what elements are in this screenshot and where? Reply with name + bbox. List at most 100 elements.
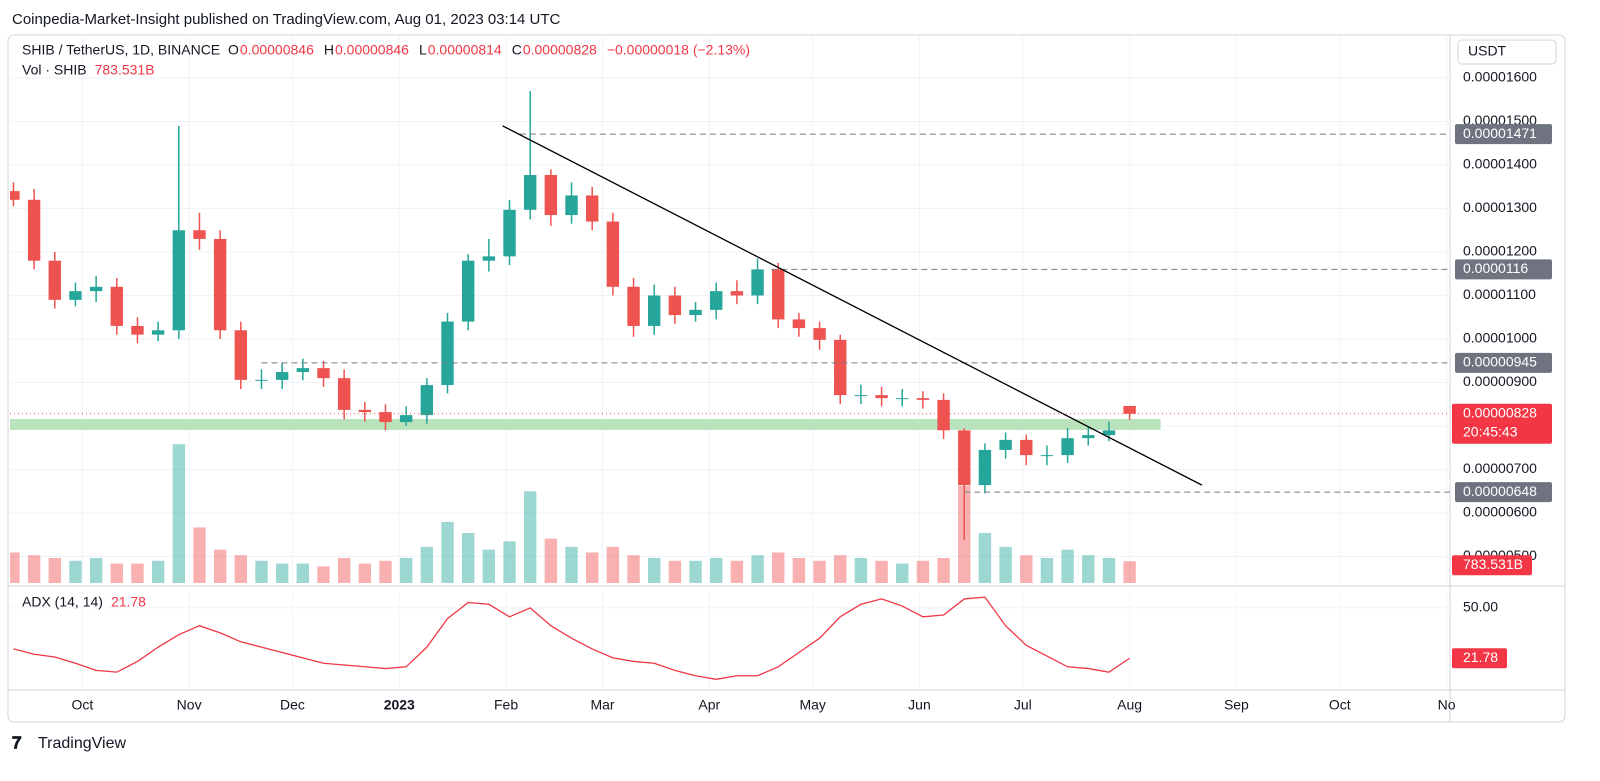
currency-button[interactable] xyxy=(1457,39,1557,65)
candle-body xyxy=(482,256,496,261)
volume-bar xyxy=(751,555,764,583)
candle-body xyxy=(792,319,806,329)
adx-legend-value: 21.78 xyxy=(111,594,146,610)
volume-bar xyxy=(151,560,165,583)
volume-bar xyxy=(710,558,723,583)
volume-legend: Vol · SHIB xyxy=(22,62,87,78)
volume-bar xyxy=(27,555,41,583)
volume-bar xyxy=(234,555,248,583)
candle-body xyxy=(813,328,826,340)
candle-body xyxy=(420,385,434,416)
candle-body xyxy=(854,395,868,397)
candle-body xyxy=(27,199,41,261)
volume-bar xyxy=(275,563,289,583)
volume-last-label: 783.531B xyxy=(1463,556,1523,572)
candle-body xyxy=(586,195,599,222)
candle-body xyxy=(834,339,847,396)
x-tick-label: Oct xyxy=(1329,697,1351,713)
candle-body xyxy=(730,291,744,296)
publisher-line: Coinpedia-Market-Insight published on Tr… xyxy=(12,11,561,28)
ohlc-value: 0.00000828 xyxy=(523,42,597,58)
candle-body xyxy=(958,430,971,486)
plot-area xyxy=(10,36,1450,690)
y-tick-label: 0.00001100 xyxy=(1463,286,1536,302)
volume-bar xyxy=(1123,561,1136,583)
countdown-label: 20:45:43 xyxy=(1463,424,1518,440)
candle-body xyxy=(399,415,413,423)
level-label: 0.00001471 xyxy=(1463,125,1537,141)
volume-bar xyxy=(916,560,930,583)
candle-body xyxy=(648,295,661,326)
currency-label: USDT xyxy=(1468,43,1507,59)
volume-bar xyxy=(110,563,123,583)
volume-bar xyxy=(606,546,620,583)
candle-body xyxy=(772,269,785,320)
y-tick-label: 0.00000700 xyxy=(1463,460,1537,476)
level-label-box xyxy=(1455,352,1552,373)
level-label-box xyxy=(1455,124,1552,145)
candle-body xyxy=(1102,430,1116,436)
volume-bar xyxy=(337,558,351,583)
volume-bar xyxy=(834,555,847,583)
level-label: 0.0000116 xyxy=(1463,260,1528,276)
level-label: 0.00000945 xyxy=(1463,354,1537,370)
y-tick-label: 0.00001000 xyxy=(1463,330,1537,346)
volume-bar xyxy=(875,560,888,583)
footer-brand: TradingView xyxy=(38,735,126,752)
candle-body xyxy=(255,379,268,381)
candle-body xyxy=(896,398,909,400)
ohlc-prefix: L xyxy=(419,42,427,58)
x-tick-label: No xyxy=(1438,697,1456,713)
candle-body xyxy=(110,286,123,326)
candle-body xyxy=(172,230,186,331)
y-tick-label: 0.00001200 xyxy=(1463,243,1537,259)
volume-bar xyxy=(1082,555,1095,583)
candle-body xyxy=(48,260,61,300)
volume-bar xyxy=(441,521,454,583)
volume-bar xyxy=(482,549,496,583)
candle-body xyxy=(978,449,992,486)
candle-body xyxy=(689,309,702,316)
adx-legend: ADX (14, 14) xyxy=(22,594,103,610)
volume-bar xyxy=(772,552,785,583)
volume-bar xyxy=(978,533,992,583)
candle-body xyxy=(317,368,330,379)
ohlc-prefix: H xyxy=(324,42,334,58)
x-tick-label: Nov xyxy=(177,697,202,713)
volume-bar xyxy=(48,558,61,583)
volume-bar xyxy=(131,563,144,583)
volume-bar xyxy=(648,558,661,583)
candle-body xyxy=(1020,439,1033,456)
candle-body xyxy=(1082,435,1095,439)
x-tick-label: Jul xyxy=(1014,697,1032,713)
candle-body xyxy=(606,221,620,287)
footer-icon: 𝟕 xyxy=(12,733,22,752)
volume-legend-value: 783.531B xyxy=(95,62,155,78)
candle-body xyxy=(358,409,372,413)
adx-label-box xyxy=(1452,648,1507,669)
volume-bar xyxy=(544,538,558,583)
candle-body xyxy=(751,269,764,296)
y-tick-label: 0.00001300 xyxy=(1463,199,1537,215)
volume-bar xyxy=(399,558,413,583)
volume-bar xyxy=(503,541,516,583)
candle-body xyxy=(193,230,206,239)
volume-bar xyxy=(89,558,103,583)
y-tick-label: 0.00000600 xyxy=(1463,504,1537,520)
x-tick-label: Sep xyxy=(1224,697,1249,713)
candle-body xyxy=(523,175,537,210)
candle-body xyxy=(503,209,516,257)
candle-body xyxy=(544,175,558,216)
volume-bar xyxy=(937,558,950,583)
volume-bar xyxy=(255,560,268,583)
volume-bar xyxy=(461,533,475,583)
candle-body xyxy=(337,378,351,410)
volume-bar xyxy=(668,560,682,583)
trendline xyxy=(502,125,1203,486)
y-tick-label: 0.00000900 xyxy=(1463,373,1537,389)
candle-body xyxy=(10,191,20,200)
volume-bar xyxy=(792,558,806,583)
candle-body xyxy=(565,195,578,216)
